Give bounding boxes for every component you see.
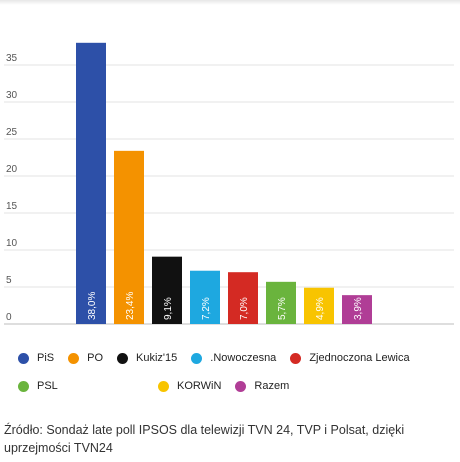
- legend-item-razem[interactable]: Razem: [235, 372, 289, 400]
- legend-item-pis[interactable]: PiS: [18, 344, 54, 372]
- legend-item-zjednoczona-lewica[interactable]: Zjednoczona Lewica: [290, 344, 410, 372]
- legend-marker: [191, 352, 203, 364]
- legend-label: PiS: [37, 352, 55, 364]
- bar-chart: 0 5 10 15 20 25 30 35 38,0% 23,4% 9,1% 7,2% 7,0% 5,7%…: [4, 42, 454, 325]
- legend-item-po[interactable]: PO: [68, 344, 103, 372]
- source-note: Źródło: Sondaż late poll IPSOS dla telew…: [4, 423, 405, 455]
- legend-item-psl[interactable]: PSL: [18, 372, 58, 400]
- bar-data-label: 3,9%: [353, 297, 364, 320]
- y-tick-label: 10: [6, 238, 18, 249]
- y-tick-label: 35: [6, 53, 18, 64]
- bar: [114, 150, 144, 324]
- y-tick-label: 30: [6, 90, 18, 101]
- y-tick-label: 5: [6, 275, 12, 286]
- bar-data-label: 38,0%: [87, 292, 98, 320]
- legend-item-korwin[interactable]: KORWiN: [158, 372, 221, 400]
- legend-marker: [235, 380, 247, 392]
- legend-label: PSL: [37, 380, 58, 392]
- bar-data-label: 7,0%: [239, 297, 250, 320]
- legend-label: Razem: [254, 380, 290, 392]
- legend-marker: [158, 380, 169, 392]
- y-tick-label: 20: [6, 164, 18, 175]
- legend: PiS PO Kukiz'15 .Nowoczesna Zjednoczona …: [18, 344, 448, 400]
- bar-data-label: 7,2%: [201, 297, 212, 320]
- bar-data-label: 23,4%: [125, 292, 136, 320]
- bar: [304, 287, 334, 324]
- legend-label: Kukiz'15: [136, 352, 178, 364]
- legend-marker: [290, 352, 302, 364]
- legend-label: .Nowoczesna: [210, 352, 277, 364]
- bar: [190, 270, 220, 324]
- bar: [228, 272, 258, 324]
- legend-marker: [68, 352, 80, 364]
- legend-row-2: KORWiN Razem: [158, 372, 303, 400]
- bar: [152, 256, 182, 324]
- bar-data-label: 9,1%: [163, 297, 174, 320]
- y-tick-label: 15: [6, 201, 18, 212]
- bar: [266, 281, 296, 324]
- legend-item-kukiz[interactable]: Kukiz'15: [117, 344, 177, 372]
- legend-label: KORWiN: [177, 380, 222, 392]
- legend-label: Zjednoczona Lewica: [309, 352, 410, 364]
- legend-marker: [18, 352, 29, 364]
- legend-item-nowoczesna[interactable]: .Nowoczesna: [191, 344, 276, 372]
- y-tick-label: 0: [6, 312, 12, 323]
- bar: [76, 42, 106, 325]
- bar-data-label: 5,7%: [277, 297, 288, 320]
- top-divider: [0, 0, 460, 5]
- y-tick-label: 25: [6, 127, 18, 138]
- legend-marker: [117, 352, 129, 364]
- legend-label: PO: [87, 352, 104, 364]
- bar-data-label: 4,9%: [315, 297, 326, 320]
- bar: [342, 295, 372, 324]
- legend-marker: [18, 380, 29, 392]
